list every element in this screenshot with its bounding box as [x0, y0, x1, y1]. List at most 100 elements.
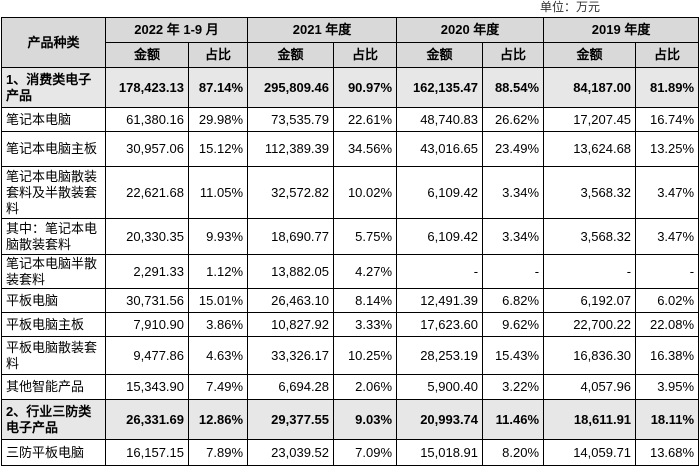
table-cell: 16,836.30 [543, 336, 637, 375]
table-cell: 20,330.35 [105, 218, 189, 255]
table-row: 2、行业三防类电子产品 26,331.69 12.86% 29,377.55 9.03%… [1, 399, 700, 440]
table-cell: 5,900.40 [396, 374, 484, 400]
header-cell: 2019 年度 [543, 17, 700, 43]
table-cell: 16.38% [635, 336, 700, 375]
header-cell: 产品种类 [1, 17, 106, 68]
table-cell: 81.89% [635, 67, 700, 108]
table-cell: 15.01% [187, 288, 249, 313]
table-cell: 84,187.00 [543, 67, 637, 108]
table-cell: - [482, 254, 545, 289]
table-cell: 90.97% [333, 67, 398, 108]
row-label: 笔记本电脑半散装套料 [1, 254, 106, 289]
table-cell: 11.05% [187, 166, 249, 219]
table-row: 其中：笔记本电脑散装套料 20,330.35 9.93% 18,690.77 5.75%… [1, 218, 700, 255]
table-row: 笔记本电脑散装套料及半散装套料 22,621.68 11.05% 32,572.82 1… [1, 166, 700, 219]
table-cell: 22.08% [635, 312, 700, 337]
table-cell: 112,389.39 [247, 131, 335, 167]
table-cell: 13.25% [635, 131, 700, 167]
table-cell: 13,882.05 [247, 254, 335, 289]
table-cell: 7,910.90 [105, 312, 189, 337]
table-cell: 178,423.13 [105, 67, 189, 108]
table-cell: - [543, 254, 637, 289]
row-label: 平板电脑主板 [1, 312, 106, 337]
row-label: 2、行业三防类电子产品 [1, 399, 106, 440]
table-cell: 4.63% [187, 336, 249, 375]
table-cell: 6.82% [482, 288, 545, 313]
row-label: 其中：笔记本电脑散装套料 [1, 218, 106, 255]
table-cell: 6,109.42 [396, 218, 484, 255]
table-cell: 34.56% [333, 131, 398, 167]
table-cell: 11.46% [482, 399, 545, 440]
table-cell: 22.61% [333, 107, 398, 132]
row-label: 其他智能产品 [1, 374, 106, 400]
table-cell: 3.34% [482, 166, 545, 219]
table-cell: 28,253.19 [396, 336, 484, 375]
table-row: 平板电脑散装套料 9,477.86 4.63% 33,326.17 10.25% 28,2… [1, 336, 700, 375]
table-cell: 8.20% [482, 439, 545, 466]
table-cell: 6.02% [635, 288, 700, 313]
table-cell: 26,331.69 [105, 399, 189, 440]
row-label: 1、消费类电子产品 [1, 67, 106, 108]
row-label: 平板电脑 [1, 288, 106, 313]
table-cell: 3.47% [635, 218, 700, 255]
table-cell: 295,809.46 [247, 67, 335, 108]
table-row: 平板电脑 30,731.56 15.01% 26,463.10 8.14% 12,491.… [1, 288, 700, 313]
table-cell: 3.95% [635, 374, 700, 400]
table-cell: 3.22% [482, 374, 545, 400]
table-cell: 18.11% [635, 399, 700, 440]
table-cell: 22,621.68 [105, 166, 189, 219]
table-cell: 3,568.32 [543, 166, 637, 219]
table-cell: 20,993.74 [396, 399, 484, 440]
table-cell: 61,380.16 [105, 107, 189, 132]
table-cell: 9.03% [333, 399, 398, 440]
table-cell: 10.02% [333, 166, 398, 219]
table-cell: 3.34% [482, 218, 545, 255]
table-cell: 13,624.68 [543, 131, 637, 167]
table-row: 笔记本电脑 61,380.16 29.98% 73,535.79 22.61% 48,74… [1, 107, 700, 132]
table-cell: 3,568.32 [543, 218, 637, 255]
table-cell: - [396, 254, 484, 289]
table-cell: 88.54% [482, 67, 545, 108]
table-cell: 32,572.82 [247, 166, 335, 219]
table-cell: 9,477.86 [105, 336, 189, 375]
table-row: 平板电脑主板 7,910.90 3.86% 10,827.92 3.33% 17,623.… [1, 312, 700, 337]
header-cell: 占比 [333, 42, 398, 68]
table-cell: 7.89% [187, 439, 249, 466]
table-cell: 8.14% [333, 288, 398, 313]
table-cell: 1.12% [187, 254, 249, 289]
table-cell: 10,827.92 [247, 312, 335, 337]
table-cell: 162,135.47 [396, 67, 484, 108]
table-row: 笔记本电脑半散装套料 2,291.33 1.12% 13,882.05 4.27% - - -… [1, 254, 700, 289]
table-cell: 9.93% [187, 218, 249, 255]
table-cell: 4,057.96 [543, 374, 637, 400]
table-cell: 26.62% [482, 107, 545, 132]
table-row: 三防平板电脑 16,157.15 7.89% 23,039.52 7.09% 15,018… [1, 439, 700, 466]
table-cell: 29.98% [187, 107, 249, 132]
table-cell: 3.47% [635, 166, 700, 219]
table-cell: 16,157.15 [105, 439, 189, 466]
table-cell: 23.49% [482, 131, 545, 167]
table-cell: 2.06% [333, 374, 398, 400]
table-cell: 6,192.07 [543, 288, 637, 313]
table-cell: 26,463.10 [247, 288, 335, 313]
table-cell: 6,109.42 [396, 166, 484, 219]
table-cell: 9.62% [482, 312, 545, 337]
table-cell: 5.75% [333, 218, 398, 255]
header-cell: 金额 [105, 42, 189, 68]
header-row: 金额 占比 金额 占比 金额 占比 金额 占比 [2, 42, 700, 68]
row-label: 笔记本电脑散装套料及半散装套料 [1, 166, 106, 219]
data-table: 产品种类 2022 年 1-9 月 2021 年度 2020 年度 2019 年度 金额占… [1, 17, 700, 466]
table-cell: 48,740.83 [396, 107, 484, 132]
header-row: 产品种类 2022 年 1-9 月 2021 年度 2020 年度 2019 年度 [1, 17, 700, 68]
table-cell: 30,731.56 [105, 288, 189, 313]
table-cell: 18,611.91 [543, 399, 637, 440]
table-cell: 3.33% [333, 312, 398, 337]
table-cell: 13.68% [635, 439, 700, 466]
table-cell: 87.14% [187, 67, 249, 108]
header-cell: 金额 [543, 42, 637, 68]
table-cell: 22,700.22 [543, 312, 637, 337]
table-cell: 43,016.65 [396, 131, 484, 167]
table-cell: 29,377.55 [247, 399, 335, 440]
table-cell: 16.74% [635, 107, 700, 132]
header-cell: 占比 [187, 42, 249, 68]
